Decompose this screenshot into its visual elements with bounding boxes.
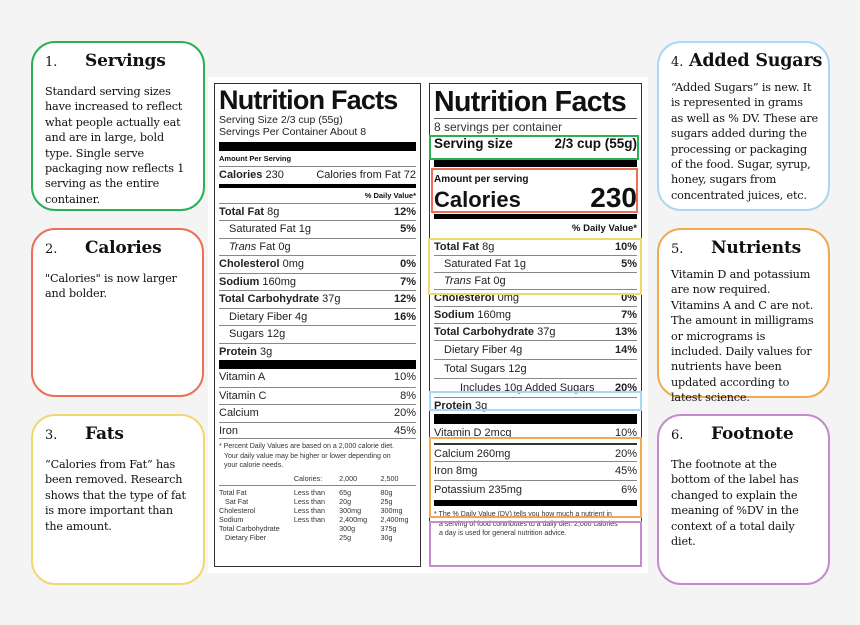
label-title: Nutrition Facts [219, 85, 398, 115]
callout-title: Servings [85, 51, 166, 71]
nutrient-row: Sodium 160mg 7% [219, 272, 416, 291]
vitamin-row: Calcium 20% [219, 404, 416, 422]
vitamin-row: Iron 45% [219, 421, 416, 439]
thick-divider [434, 414, 637, 424]
vitamin-row: Potassium 235mg 6% [434, 479, 637, 499]
callout-title: Added Sugars [689, 51, 823, 71]
serving-size-row: Serving size 2/3 cup (55g) [434, 134, 637, 154]
serving-size-label: Serving size [434, 136, 513, 151]
callout-body: Standard serving sizes have increased to… [45, 85, 185, 206]
callout-title: Calories [85, 238, 162, 258]
highlight-nutrients [429, 437, 642, 518]
calories-label: Calories [219, 169, 263, 181]
vitamin-row: Vitamin D 2mcg 10% [434, 427, 637, 439]
calories-value: 230 [265, 169, 284, 181]
callout-number: 4. [671, 55, 684, 70]
callout-body: “Added Sugars” is new. It is represented… [671, 81, 818, 202]
nutrient-row: Total Carbohydrate 37g 13% [434, 323, 637, 340]
callout-number: 2. [45, 242, 58, 257]
callout-body: "Calories" is now larger and bolder. [45, 272, 177, 301]
highlight-calories [431, 168, 638, 213]
callout-servings: 1. Servings Standard serving sizes have i… [31, 41, 205, 211]
new-nutrition-label: Nutrition Facts 8 servings per container… [429, 83, 642, 567]
thick-divider [434, 500, 637, 506]
nutrient-row: Saturated Fat 1g 5% [219, 220, 416, 238]
daily-value-header: % Daily Value* [364, 190, 416, 200]
medium-divider [219, 183, 416, 188]
nutrient-row: Trans Fat 0g [434, 272, 637, 289]
callout-number: 3. [45, 428, 58, 443]
calories-row: Calories 230 [434, 182, 637, 213]
label-title: Nutrition Facts [434, 86, 627, 118]
nutrient-row: Sugars 12g [219, 325, 416, 343]
thick-divider [219, 142, 416, 151]
nutrient-row: Protein 3g [219, 342, 416, 361]
vitamin-row: Vitamin C 8% [219, 386, 416, 405]
nutrient-row: Saturated Fat 1g 5% [434, 255, 637, 272]
vitamin-row: Calcium 260mg 20% [434, 442, 637, 462]
thick-divider [434, 158, 637, 167]
callout-fats: 3. Fats “Calories from Fat” has been remo… [31, 414, 205, 585]
callout-body: The footnote at the bottom of the label … [671, 458, 799, 549]
nutrient-row: Dietary Fiber 4g 14% [434, 340, 637, 359]
servings-per-container: 8 servings per container [434, 120, 563, 134]
highlight-footnote [429, 521, 642, 567]
serving-size: Serving Size 2/3 cup (55g) [219, 114, 343, 126]
callout-body: Vitamin D and potassium are now required… [671, 268, 814, 405]
callout-number: 5. [671, 242, 684, 257]
nutrient-row: Total Fat 8g 12% [219, 202, 416, 221]
callout-number: 1. [45, 55, 58, 70]
callout-body: “Calories from Fat” has been removed. Re… [45, 458, 186, 533]
callout-added-sugars: 4. Added Sugars “Added Sugars” is new. It… [657, 41, 830, 211]
callout-footnote: 6. Footnote The footnote at the bottom of… [657, 414, 830, 585]
callout-calories: 2. Calories "Calories" is now larger and … [31, 228, 204, 397]
callout-title: Nutrients [711, 238, 801, 258]
highlight-added-sugars [429, 391, 642, 411]
callout-title: Footnote [711, 424, 794, 444]
thick-divider [219, 360, 416, 369]
amount-per-serving: Amount per serving [434, 174, 529, 185]
calories-value: 230 [590, 182, 637, 213]
vitamin-row: Vitamin A 10% [219, 371, 416, 383]
nutrient-row: Dietary Fiber 4g 16% [219, 307, 416, 326]
daily-value-reference-table: Calories: 2,000 2,500 Total Fat Less than… [219, 470, 416, 542]
servings-per-container: Servings Per Container About 8 [219, 126, 367, 138]
nutrient-row: Sodium 160mg 7% [434, 306, 637, 323]
serving-size-value: 2/3 cup (55g) [554, 136, 637, 151]
footnote: * The % Daily Value (DV) tells you how m… [434, 511, 618, 537]
callout-number: 6. [671, 428, 684, 443]
nutrient-row: Cholesterol 0mg 0% [434, 289, 637, 306]
vitamin-row: Iron 8mg 45% [434, 461, 637, 480]
highlight-fats [428, 238, 642, 295]
amount-per-serving: Amount Per Serving [219, 154, 292, 163]
callout-title: Fats [85, 424, 124, 444]
nutrient-row: Trans Fat 0g [219, 237, 416, 256]
nutrient-row: Cholesterol 0mg 0% [219, 255, 416, 273]
calories-label: Calories [434, 187, 521, 212]
old-nutrition-label: Nutrition Facts Serving Size 2/3 cup (55… [214, 83, 421, 567]
nutrient-row: Total Carbohydrate 37g 12% [219, 290, 416, 308]
footnote: * Percent Daily Values are based on a 2,… [219, 443, 394, 469]
highlight-serving-size [429, 135, 639, 160]
calories-from-fat: Calories from Fat 72 [316, 169, 416, 181]
nutrient-row: Total Sugars 12g [434, 359, 637, 378]
callout-nutrients: 5. Nutrients Vitamin D and potassium are … [657, 228, 830, 404]
daily-value-header: % Daily Value* [572, 223, 637, 234]
medium-divider [434, 214, 637, 219]
